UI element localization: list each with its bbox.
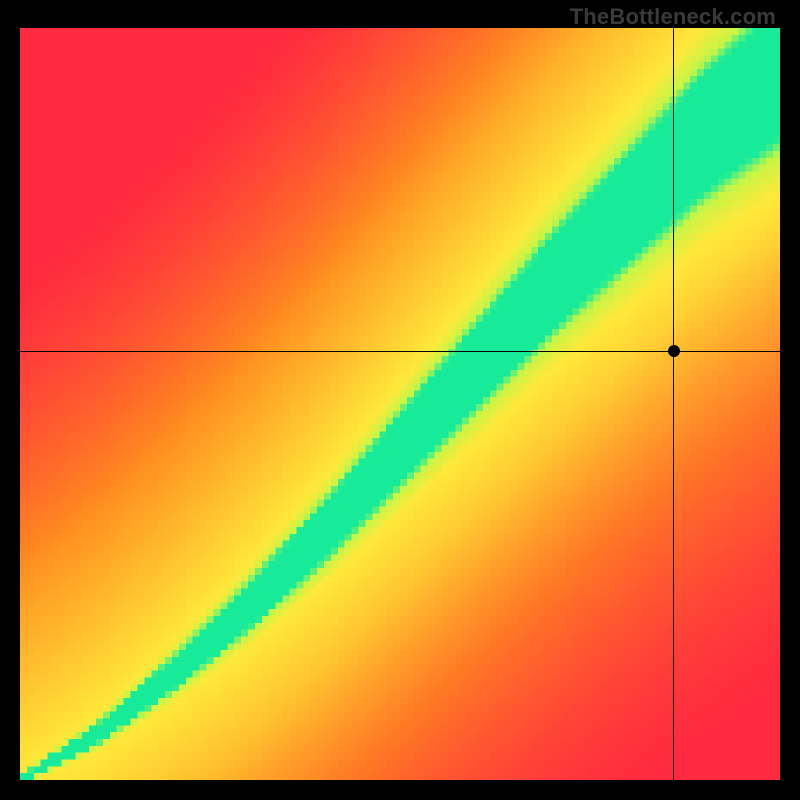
heatmap-plot [20,28,780,780]
crosshair-horizontal [20,351,780,352]
chart-container: { "watermark": { "text": "TheBottleneck.… [0,0,800,800]
crosshair-vertical [673,28,674,780]
heatmap-canvas [20,28,780,780]
watermark-text: TheBottleneck.com [570,4,776,30]
crosshair-marker-dot [668,345,680,357]
